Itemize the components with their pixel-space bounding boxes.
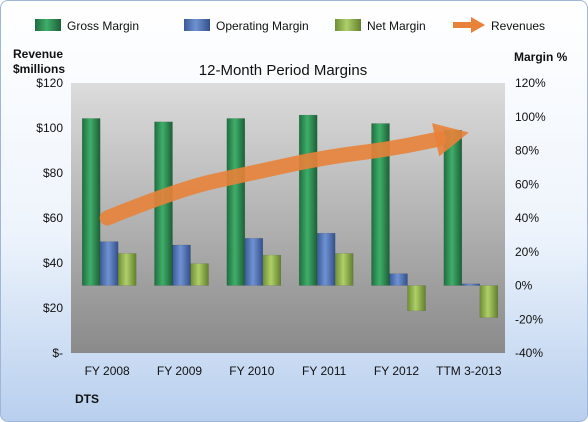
net-margin-bar <box>334 253 354 286</box>
legend-label-revenues: Revenues <box>491 19 545 33</box>
legend: Gross Margin Operating Margin Net Margin… <box>35 17 545 33</box>
legend-swatch-gross-margin <box>35 19 61 31</box>
legend-label-net-margin: Net Margin <box>367 19 426 33</box>
net-margin-bar <box>117 253 137 286</box>
operating-margin-bar <box>461 283 481 286</box>
category-label: FY 2012 <box>374 364 419 378</box>
gross-margin-bar <box>298 114 318 286</box>
left-tick-label: $60 <box>43 211 63 225</box>
gross-margin-bar <box>226 118 246 286</box>
operating-margin-bar <box>99 241 119 286</box>
right-tick-label: 0% <box>515 279 533 293</box>
operating-margin-bar <box>389 273 408 286</box>
operating-margin-bar <box>172 244 191 286</box>
net-margin-bar <box>190 263 209 286</box>
right-tick-label: 120% <box>515 76 546 90</box>
plot-area <box>71 83 505 353</box>
legend-swatch-operating-margin <box>184 19 210 31</box>
net-margin-bar <box>479 285 499 318</box>
right-tick-label: 20% <box>515 245 539 259</box>
left-axis-ticks: $- $20 $40 $60 $80 $100 $120 <box>36 76 63 360</box>
category-label: TTM 3-2013 <box>436 364 502 378</box>
net-margin-bar <box>262 254 282 286</box>
left-tick-label: $40 <box>43 256 63 270</box>
revenue-arrow-head <box>431 123 469 157</box>
left-tick-label: $- <box>52 346 63 360</box>
right-tick-label: -40% <box>515 346 543 360</box>
left-axis-label-line2: $millions <box>13 62 65 76</box>
legend-swatch-net-margin <box>335 19 361 31</box>
category-label: FY 2008 <box>85 364 130 378</box>
operating-margin-bar <box>316 232 336 286</box>
left-axis-label-line1: Revenue <box>13 47 63 61</box>
right-tick-label: 40% <box>515 211 539 225</box>
right-tick-label: -20% <box>515 312 543 326</box>
category-label: FY 2010 <box>229 364 274 378</box>
chart-title: 12-Month Period Margins <box>199 62 367 79</box>
category-labels: FY 2008 FY 2009 FY 2010 FY 2011 FY 2012 TTM 3… <box>85 364 502 378</box>
category-label: FY 2011 <box>302 364 347 378</box>
right-axis-ticks: -40% -20% 0% 20% 40% 60% 80% 100% 120% <box>515 76 546 360</box>
left-tick-label: $20 <box>43 301 63 315</box>
revenue-arrow <box>99 123 469 226</box>
left-tick-label: $80 <box>43 166 63 180</box>
footnote: DTS <box>75 392 99 406</box>
right-tick-label: 80% <box>515 144 539 158</box>
right-axis-label: Margin % <box>514 50 568 64</box>
legend-swatch-revenues <box>453 17 485 33</box>
right-tick-label: 60% <box>515 177 539 191</box>
gross-margin-bar <box>371 123 390 286</box>
operating-margin-bar <box>244 238 264 286</box>
gross-margin-bar <box>81 118 101 286</box>
category-label: FY 2009 <box>157 364 202 378</box>
legend-label-operating-margin: Operating Margin <box>216 19 309 33</box>
right-tick-label: 100% <box>515 110 546 124</box>
gross-margin-bar <box>443 130 463 286</box>
left-tick-label: $100 <box>36 121 63 135</box>
left-tick-label: $120 <box>36 76 63 90</box>
net-margin-bar <box>407 285 426 312</box>
legend-label-gross-margin: Gross Margin <box>67 19 139 33</box>
revenue-arrow-shaft <box>99 131 447 226</box>
